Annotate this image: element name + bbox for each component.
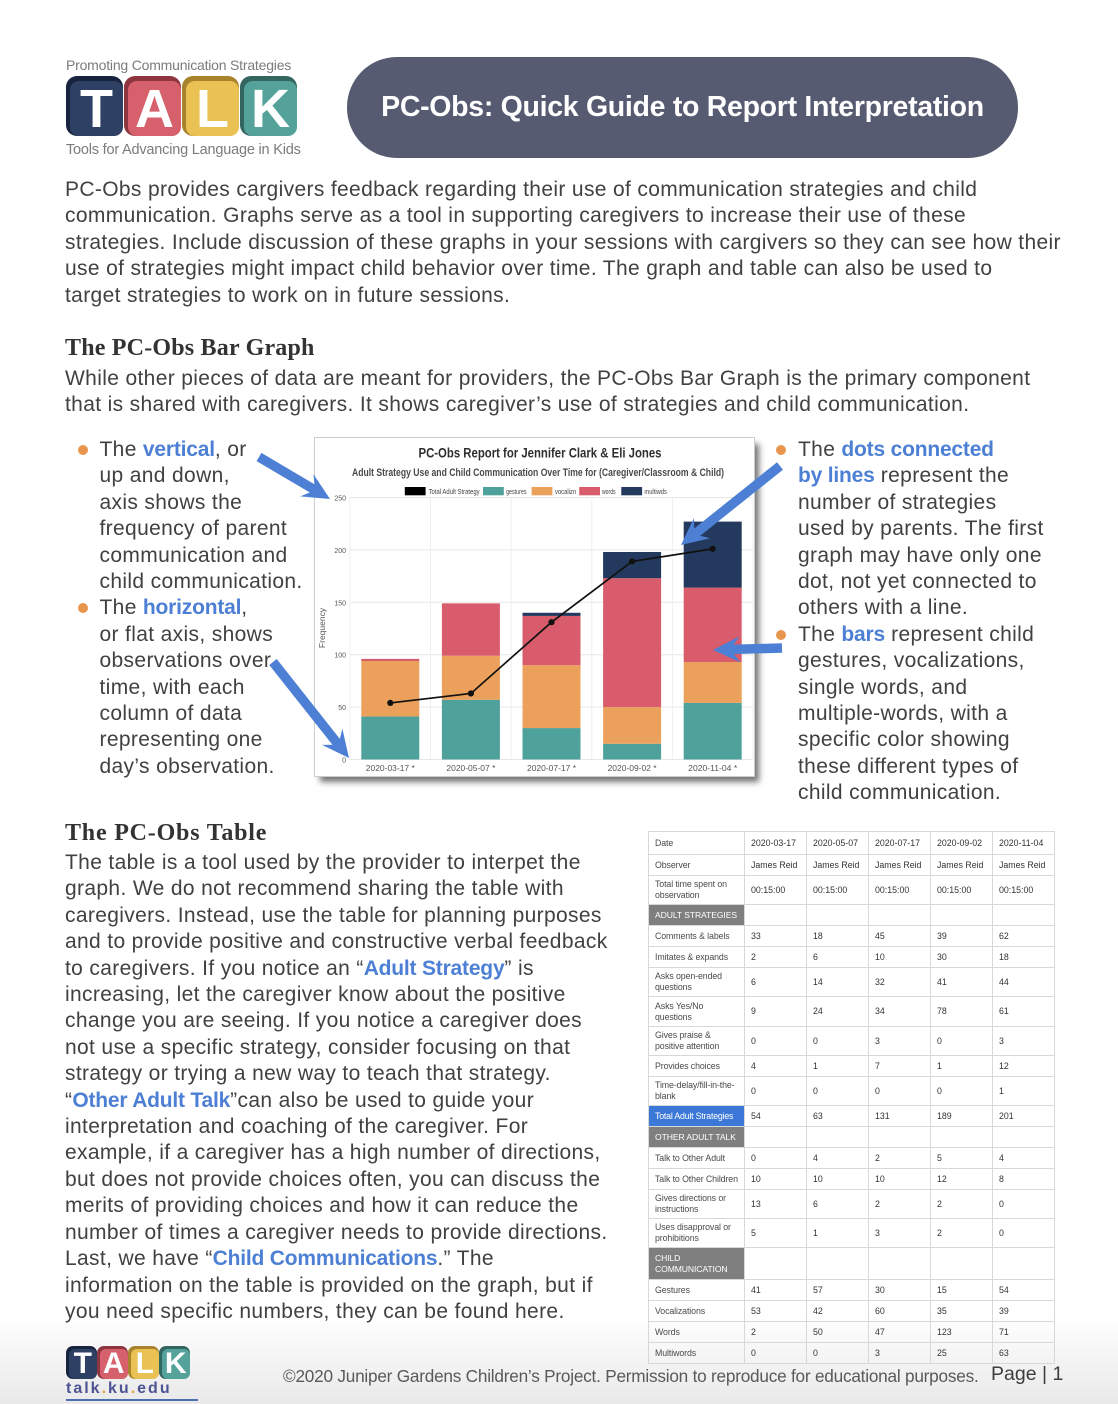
svg-text:2020-05-07 *: 2020-05-07 * (446, 763, 496, 773)
svg-text:2020-09-02 *: 2020-09-02 * (608, 763, 658, 773)
svg-text:150: 150 (334, 600, 346, 607)
svg-text:50: 50 (338, 705, 346, 712)
svg-text:gestures: gestures (506, 487, 527, 496)
svg-text:2020-07-17 *: 2020-07-17 * (527, 763, 577, 773)
svg-text:2020-11-04 *: 2020-11-04 * (688, 763, 738, 773)
svg-text:vocalizn: vocalizn (555, 487, 576, 496)
svg-text:multiwds: multiwds (644, 487, 667, 496)
svg-text:Total Adult Strategy: Total Adult Strategy (429, 487, 480, 496)
svg-text:2020-03-17 *: 2020-03-17 * (366, 763, 416, 773)
svg-text:0: 0 (342, 758, 346, 765)
svg-text:Frequency: Frequency (317, 607, 327, 648)
svg-text:words: words (601, 487, 616, 496)
svg-text:Adult Strategy Use and Child C: Adult Strategy Use and Child Communicati… (352, 467, 724, 479)
svg-text:PC-Obs Report for Jennifer Cla: PC-Obs Report for Jennifer Clark & Eli J… (419, 446, 662, 461)
svg-text:250: 250 (334, 496, 346, 503)
svg-text:100: 100 (334, 653, 346, 660)
svg-text:200: 200 (334, 548, 346, 555)
